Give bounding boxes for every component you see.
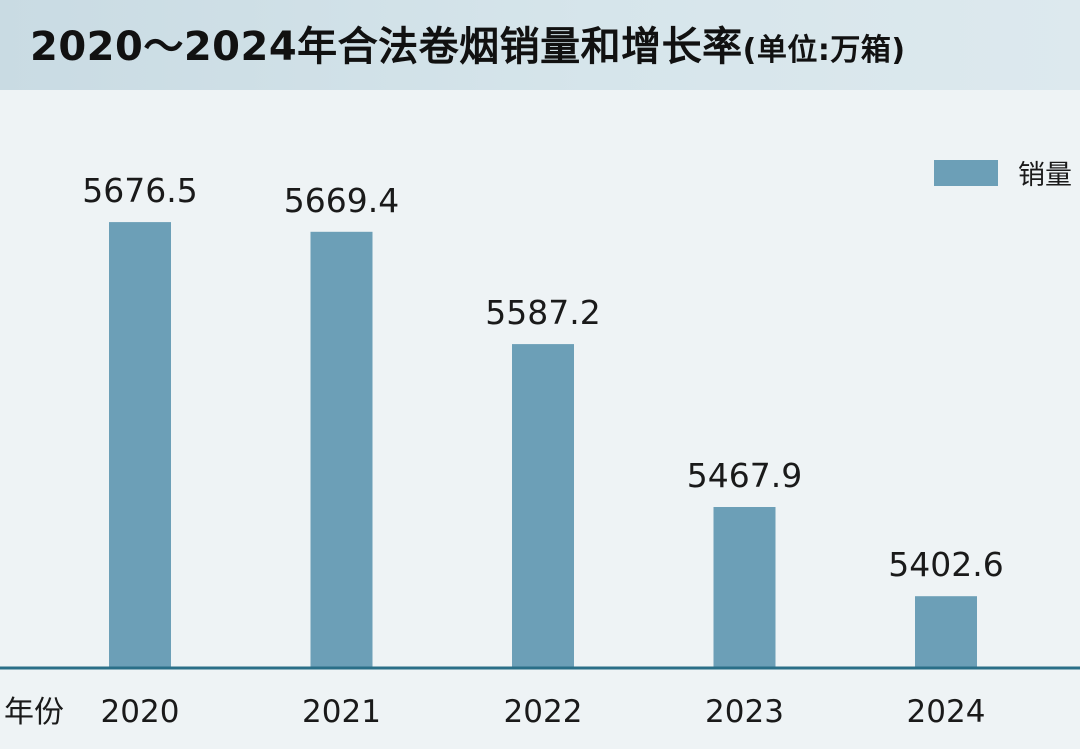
bars-group — [109, 222, 977, 669]
bar-2022 — [512, 344, 574, 668]
chart-title-text: 2020～2024年合法卷烟销量和增长率 — [30, 24, 743, 70]
x-tick-2024: 2024 — [907, 694, 986, 730]
bar-2021 — [310, 231, 373, 669]
x-tick-2020: 2020 — [101, 694, 180, 730]
title-bar: 2020～2024年合法卷烟销量和增长率(单位:万箱) — [0, 0, 1080, 90]
value-label-2024: 5402.6 — [888, 545, 1003, 584]
value-label-2020: 5676.5 — [82, 171, 197, 210]
x-tick-2022: 2022 — [504, 694, 583, 730]
x-axis-title: 年份 — [4, 695, 64, 730]
value-labels-group: 5676.5 5669.4 5587.2 5467.9 5402.6 — [82, 171, 1003, 584]
legend-label: 销量 — [1018, 160, 1072, 191]
value-label-2023: 5467.9 — [687, 456, 802, 495]
bar-2020 — [109, 222, 171, 668]
value-label-2021: 5669.4 — [284, 181, 399, 220]
x-tick-2021: 2021 — [302, 694, 381, 730]
legend: 销量 — [934, 160, 1072, 191]
legend-swatch — [934, 160, 998, 186]
x-tick-labels-group: 2020 2021 2022 2023 2024 — [101, 694, 986, 730]
bar-2024 — [915, 596, 977, 668]
value-label-2022: 5587.2 — [485, 293, 600, 332]
chart-title: 2020～2024年合法卷烟销量和增长率(单位:万箱) — [30, 14, 906, 72]
chart-unit: (单位:万箱) — [742, 33, 906, 68]
bar-2023 — [713, 507, 776, 668]
x-tick-2023: 2023 — [705, 694, 784, 730]
